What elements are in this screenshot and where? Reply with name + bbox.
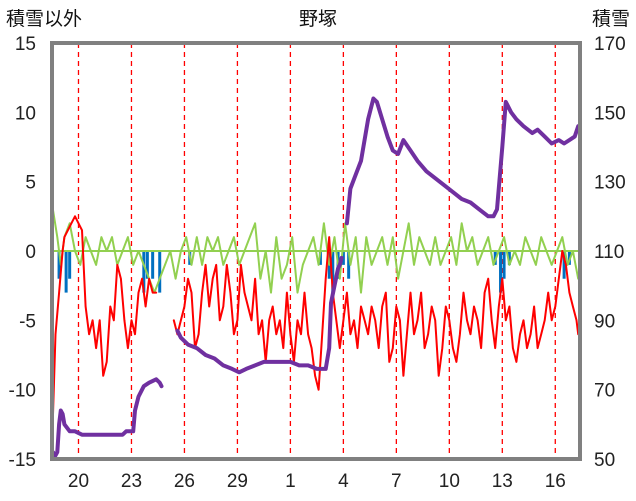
temperature-line	[172, 236, 580, 391]
snow-depth-line	[50, 377, 164, 458]
precip-bar	[142, 251, 146, 293]
left-y-tick-label: 10	[15, 103, 36, 124]
left-axis-title: 積雪以外	[6, 8, 82, 30]
x-tick-label: 20	[68, 471, 89, 492]
temperature-line	[51, 215, 158, 419]
left-y-tick-label: -15	[9, 450, 36, 471]
precip-bar	[57, 251, 61, 279]
right-axis-title: 積雪	[592, 8, 630, 30]
precip-bar	[499, 251, 503, 293]
precip-bar	[151, 251, 155, 279]
right-y-tick-labels: 170 150 130 110 90 70 50	[594, 34, 626, 471]
precip-bar	[158, 251, 162, 293]
plot-frame	[50, 41, 582, 461]
right-y-tick-label: 110	[594, 242, 624, 263]
right-y-tick-label: 150	[594, 103, 626, 124]
x-tick-label: 10	[439, 471, 460, 492]
left-y-tick-label: -5	[19, 311, 36, 332]
x-tick-label: 29	[227, 471, 248, 492]
right-y-tick-label: 170	[594, 34, 626, 55]
series-lines	[50, 96, 581, 458]
left-y-tick-label: -10	[9, 381, 36, 402]
x-tick-label: 1	[285, 471, 296, 492]
precip-bar	[331, 251, 335, 293]
precip-bar	[562, 251, 566, 279]
precip-bar	[347, 251, 351, 279]
snow-depth-line	[344, 96, 581, 226]
left-y-tick-label: 0	[25, 242, 36, 263]
x-tick-label: 4	[338, 471, 349, 492]
right-y-tick-label: 130	[594, 173, 626, 194]
wind-or-green-line	[51, 208, 580, 294]
right-y-tick-label: 50	[594, 450, 615, 471]
right-y-tick-label: 70	[594, 381, 615, 402]
left-y-tick-label: 5	[25, 173, 36, 194]
left-y-tick-labels: 15 10 5 0 -5 -10 -15	[9, 34, 36, 471]
precip-bar	[507, 251, 511, 265]
x-tick-label: 26	[174, 471, 195, 492]
x-tick-label: 16	[545, 471, 566, 492]
precip-bar	[64, 251, 68, 293]
x-tick-label: 23	[121, 471, 142, 492]
precip-bar	[145, 251, 149, 279]
x-tick-label: 13	[492, 471, 513, 492]
chart-title: 野塚	[299, 8, 337, 30]
x-tick-labels: 20 23 26 29 1 4 7 10 13 16	[68, 471, 566, 492]
x-tick-label: 7	[391, 471, 402, 492]
right-y-tick-label: 90	[594, 311, 615, 332]
precipitation-bars	[57, 251, 571, 293]
snow-depth-line	[175, 255, 344, 375]
left-y-tick-label: 15	[15, 34, 36, 55]
precip-bar	[68, 251, 72, 279]
precip-bar	[502, 251, 506, 279]
